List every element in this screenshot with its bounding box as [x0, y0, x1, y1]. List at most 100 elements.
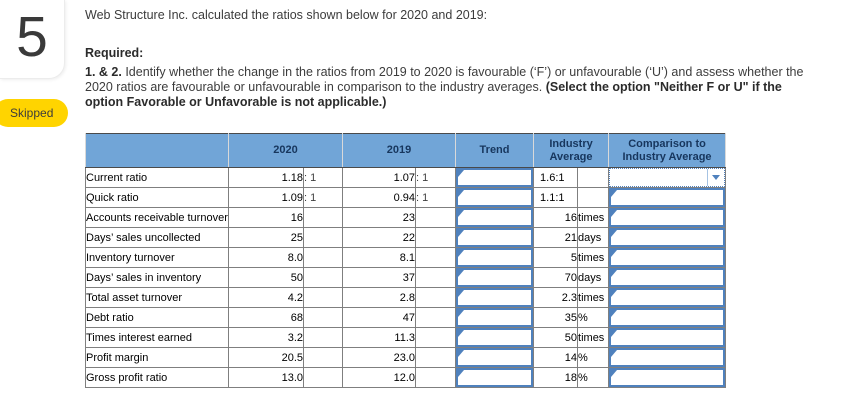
- value-2019: 22: [342, 227, 417, 248]
- trend-cell: [455, 247, 535, 268]
- trend-input[interactable]: [456, 328, 533, 347]
- comparison-input[interactable]: [609, 248, 725, 267]
- header-2020: 2020: [227, 133, 344, 168]
- cell-marker-icon: [458, 210, 465, 217]
- table-header-row: 2020 2019 Trend Industry Average Compari…: [85, 133, 727, 168]
- value-2019: 37: [342, 267, 417, 288]
- trend-input[interactable]: [456, 248, 533, 267]
- value-2019: 2.8: [342, 287, 417, 308]
- industry-average-unit: [577, 187, 610, 208]
- industry-average-unit: %: [577, 307, 610, 328]
- industry-average-value: 35: [533, 307, 579, 328]
- comparison-cell: [608, 247, 727, 268]
- unit-2020: : 1: [302, 167, 344, 188]
- trend-input[interactable]: [456, 348, 533, 367]
- industry-average-unit: [577, 167, 610, 188]
- header-comparison: Comparison to Industry Average: [608, 133, 727, 168]
- comparison-input[interactable]: [609, 228, 725, 247]
- cell-marker-icon: [458, 370, 465, 377]
- cell-marker-icon: [611, 250, 618, 257]
- items-label: 1. & 2.: [85, 65, 122, 79]
- value-2019: 47: [342, 307, 417, 328]
- row-label: Total asset turnover: [85, 287, 229, 308]
- instruction-body: Identify whether the change in the ratio…: [85, 65, 804, 94]
- comparison-cell: [608, 367, 727, 388]
- comparison-input[interactable]: [609, 348, 725, 367]
- table-row: Debt ratio 68 47 35%: [85, 307, 727, 328]
- intro-text: Web Structure Inc. calculated the ratios…: [85, 8, 488, 22]
- trend-input[interactable]: [456, 228, 533, 247]
- trend-input[interactable]: [456, 308, 533, 327]
- header-blank: [85, 133, 229, 168]
- header-industry-average: Industry Average: [533, 133, 610, 168]
- comparison-input[interactable]: [609, 208, 725, 227]
- unit-2019: : 1: [415, 167, 457, 188]
- unit-2019: [415, 247, 457, 268]
- trend-cell: [455, 367, 535, 388]
- industry-average-value: 1.6:1: [533, 167, 579, 188]
- industry-average-value: 5: [533, 247, 579, 268]
- value-2020: 1.18: [228, 167, 304, 188]
- industry-average-unit: %: [577, 367, 610, 388]
- value-2019: 0.94: [342, 187, 417, 208]
- trend-input[interactable]: [456, 288, 533, 307]
- trend-input[interactable]: [456, 208, 533, 227]
- trend-input[interactable]: [456, 188, 533, 207]
- trend-input[interactable]: [456, 368, 533, 387]
- trend-input[interactable]: [456, 168, 533, 187]
- industry-average-unit: times: [577, 207, 610, 228]
- value-2020: 4.2: [228, 287, 304, 308]
- trend-cell: [455, 327, 535, 348]
- comparison-dropdown[interactable]: [609, 168, 725, 187]
- table-row: Quick ratio 1.09: 1 0.94: 1 1.1:1: [85, 187, 727, 208]
- comparison-cell: [608, 167, 727, 188]
- table-row: Times interest earned 3.2 11.3 50 times: [85, 327, 727, 348]
- trend-cell: [455, 347, 535, 368]
- value-2019: 1.07: [342, 167, 417, 188]
- trend-cell: [455, 267, 535, 288]
- value-2020: 20.5: [228, 347, 304, 368]
- comparison-input[interactable]: [609, 288, 725, 307]
- value-2020: 50: [228, 267, 304, 288]
- row-label: Debt ratio: [85, 307, 229, 328]
- cell-marker-icon: [611, 350, 618, 357]
- trend-cell: [455, 207, 535, 228]
- cell-marker-icon: [458, 290, 465, 297]
- comparison-input[interactable]: [609, 188, 725, 207]
- industry-average-value: 21: [533, 227, 579, 248]
- comparison-input[interactable]: [609, 308, 725, 327]
- row-label: Profit margin: [85, 347, 229, 368]
- cell-marker-icon: [458, 330, 465, 337]
- instructions: Web Structure Inc. calculated the ratios…: [85, 8, 817, 110]
- dropdown-button[interactable]: [707, 169, 725, 186]
- comparison-cell: [608, 207, 727, 228]
- trend-input[interactable]: [456, 268, 533, 287]
- industry-average-value: 70: [533, 267, 579, 288]
- header-trend: Trend: [455, 133, 535, 168]
- instruction-highlight: (Select the option "Neither F or U" if t…: [85, 80, 782, 109]
- comparison-cell: [608, 227, 727, 248]
- row-label: Times interest earned: [85, 327, 229, 348]
- unit-2019: [415, 307, 457, 328]
- unit-2020: [302, 367, 344, 388]
- cell-marker-icon: [458, 350, 465, 357]
- row-label: Days’ sales in inventory: [85, 267, 229, 288]
- unit-2019: [415, 227, 457, 248]
- comparison-input[interactable]: [609, 368, 725, 387]
- trend-cell: [455, 307, 535, 328]
- industry-average-unit: days: [577, 227, 610, 248]
- industry-average-value: 1.1:1: [533, 187, 579, 208]
- comparison-input[interactable]: [609, 268, 725, 287]
- industry-average-unit: days: [577, 267, 610, 288]
- table-row: Gross profit ratio 13.0 12.0 18%: [85, 367, 727, 388]
- table-row: Days’ sales in inventory 50 37 70 days: [85, 267, 727, 288]
- row-label: Accounts receivable turnover: [85, 207, 229, 228]
- row-label: Gross profit ratio: [85, 367, 229, 388]
- value-2020: 16: [228, 207, 304, 228]
- unit-2019: [415, 207, 457, 228]
- table-row: Profit margin 20.5 23.0 14%: [85, 347, 727, 368]
- unit-2019: [415, 287, 457, 308]
- comparison-cell: [608, 267, 727, 288]
- comparison-input[interactable]: [609, 328, 725, 347]
- value-2019: 12.0: [342, 367, 417, 388]
